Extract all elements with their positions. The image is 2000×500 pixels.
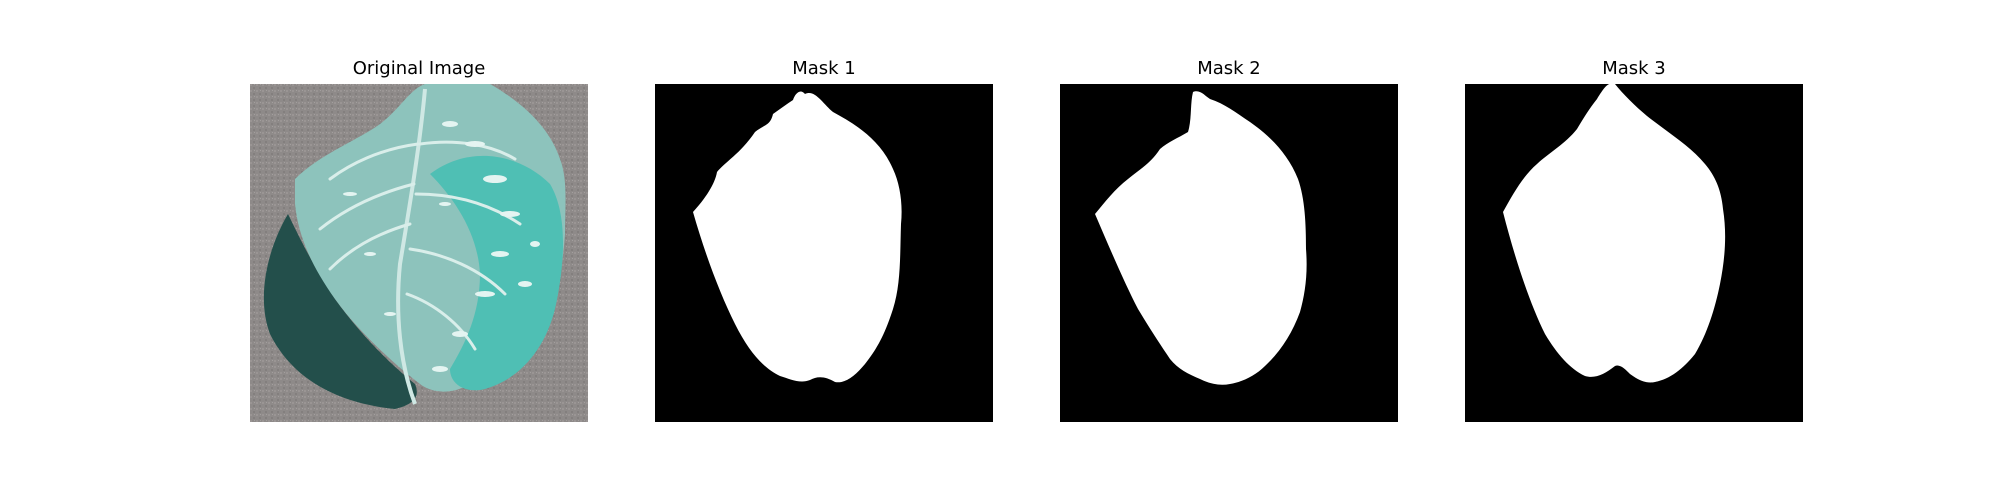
panel-mask-3: Mask 3 (1465, 0, 1803, 500)
mask-region (1503, 84, 1726, 383)
mask-3-image (1465, 84, 1803, 422)
leaf-right-lobe (430, 155, 564, 391)
mask-region (1095, 91, 1307, 385)
panel-mask-2: Mask 2 (1060, 0, 1398, 500)
panel-title-mask-1: Mask 1 (792, 58, 856, 79)
panel-title-original: Original Image (352, 58, 486, 79)
panel-mask-1: Mask 1 (655, 0, 993, 500)
leaf-midrib (396, 88, 427, 405)
mask-speckles (1170, 319, 1195, 335)
panel-original-image: Original Image (250, 0, 588, 500)
panel-title-mask-2: Mask 2 (1197, 58, 1261, 79)
panel-title-mask-3: Mask 3 (1602, 58, 1666, 79)
leaf-shadow-lobe (263, 214, 417, 409)
mask-1-image (655, 84, 993, 422)
mask-region (693, 91, 902, 383)
original-leaf-image (250, 84, 588, 422)
leaf-veins (318, 140, 522, 351)
mask-2-image (1060, 84, 1398, 422)
leaf-highlights (343, 121, 540, 372)
